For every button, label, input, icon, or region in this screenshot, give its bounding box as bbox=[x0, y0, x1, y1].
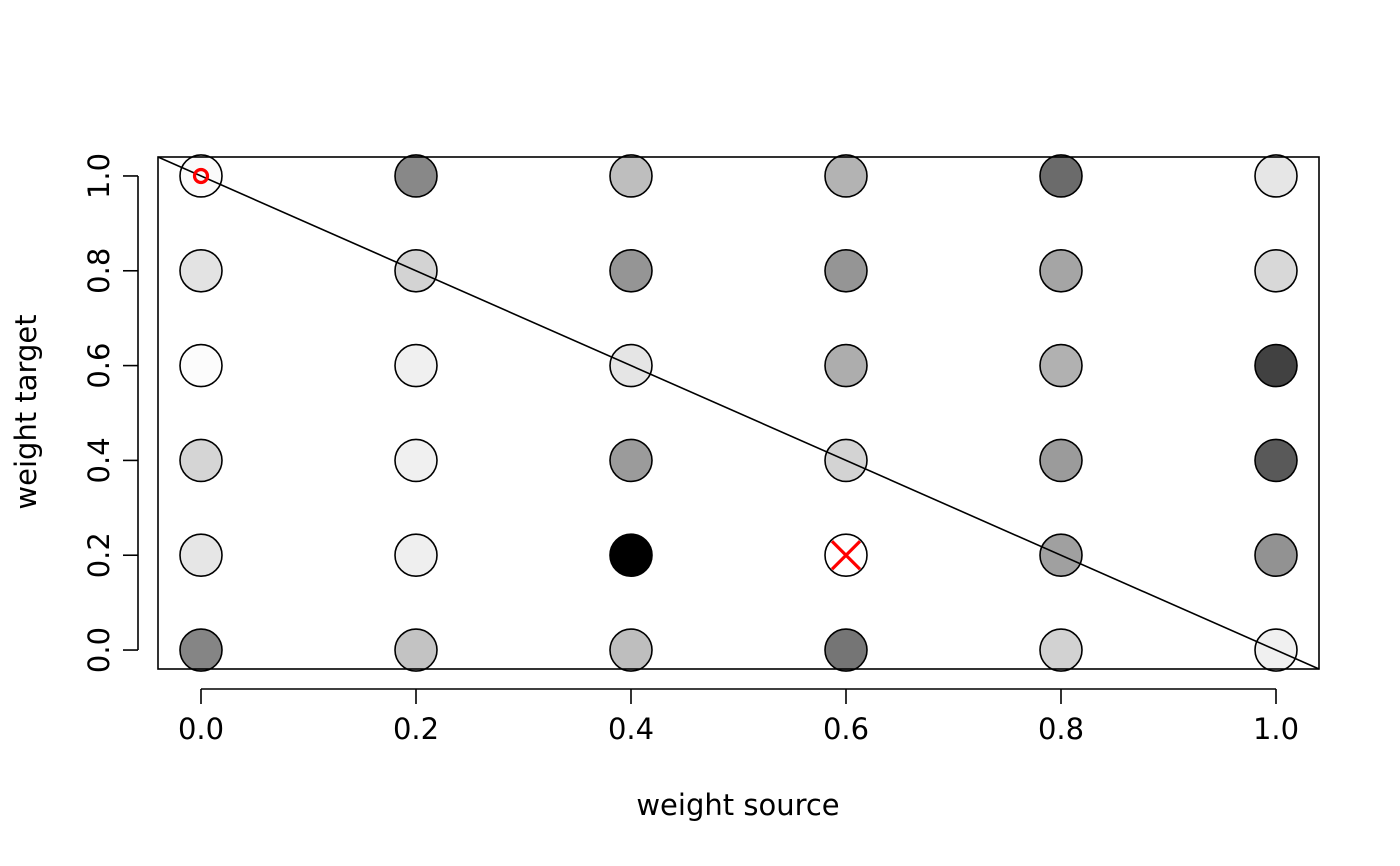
data-point bbox=[179, 533, 223, 578]
y-tick-label: 0.6 bbox=[82, 343, 116, 389]
data-point bbox=[1039, 628, 1083, 672]
x-tick-label: 0.8 bbox=[1038, 712, 1084, 746]
y-tick-label: 0.2 bbox=[82, 532, 116, 578]
axes: 0.0 0.2 0.4 0.6 0.8 1.0 0.0 0.2 0.4 0.6 0.8 1.0 bbox=[82, 153, 1320, 746]
plot-marks bbox=[157, 154, 1320, 672]
highlight-cross-marker bbox=[830, 540, 862, 571]
data-point bbox=[179, 628, 223, 672]
y-tick-label: 1.0 bbox=[82, 153, 116, 199]
highlight-circle-marker bbox=[192, 167, 210, 185]
data-point bbox=[179, 248, 223, 293]
data-point bbox=[179, 343, 223, 388]
x-tick-label: 0.0 bbox=[178, 712, 224, 746]
reference-line bbox=[157, 156, 1320, 670]
y-tick-label: 0.0 bbox=[82, 627, 116, 673]
data-point bbox=[1254, 533, 1298, 578]
data-point bbox=[1254, 438, 1298, 483]
cross-stroke bbox=[830, 540, 862, 571]
data-point bbox=[824, 343, 868, 388]
data-point bbox=[394, 343, 438, 388]
data-point bbox=[394, 154, 438, 198]
x-tick-label: 1.0 bbox=[1253, 712, 1299, 746]
x-tick-label: 0.4 bbox=[608, 712, 654, 746]
data-point bbox=[609, 248, 653, 293]
plot-frame bbox=[157, 156, 1320, 670]
data-point bbox=[609, 533, 653, 578]
x-tick-label: 0.6 bbox=[823, 712, 869, 746]
data-point bbox=[1039, 438, 1083, 483]
data-point bbox=[1254, 248, 1298, 293]
data-point bbox=[394, 628, 438, 672]
data-point bbox=[1039, 248, 1083, 293]
y-tick-label: 0.8 bbox=[82, 248, 116, 294]
x-axis-label: weight source bbox=[636, 788, 839, 822]
y-tick-label: 0.4 bbox=[82, 437, 116, 483]
data-point bbox=[1039, 343, 1083, 388]
data-point bbox=[1254, 154, 1298, 198]
data-point bbox=[609, 628, 653, 672]
data-point bbox=[824, 154, 868, 198]
data-point bbox=[179, 438, 223, 483]
data-point bbox=[824, 248, 868, 293]
data-point bbox=[394, 533, 438, 578]
data-point bbox=[1254, 343, 1298, 388]
y-axis-label: weight target bbox=[9, 314, 43, 509]
x-tick-label: 0.2 bbox=[393, 712, 439, 746]
data-point bbox=[824, 628, 868, 672]
data-point bbox=[609, 438, 653, 483]
data-point bbox=[609, 154, 653, 198]
data-point bbox=[1039, 154, 1083, 198]
data-point bbox=[394, 438, 438, 483]
